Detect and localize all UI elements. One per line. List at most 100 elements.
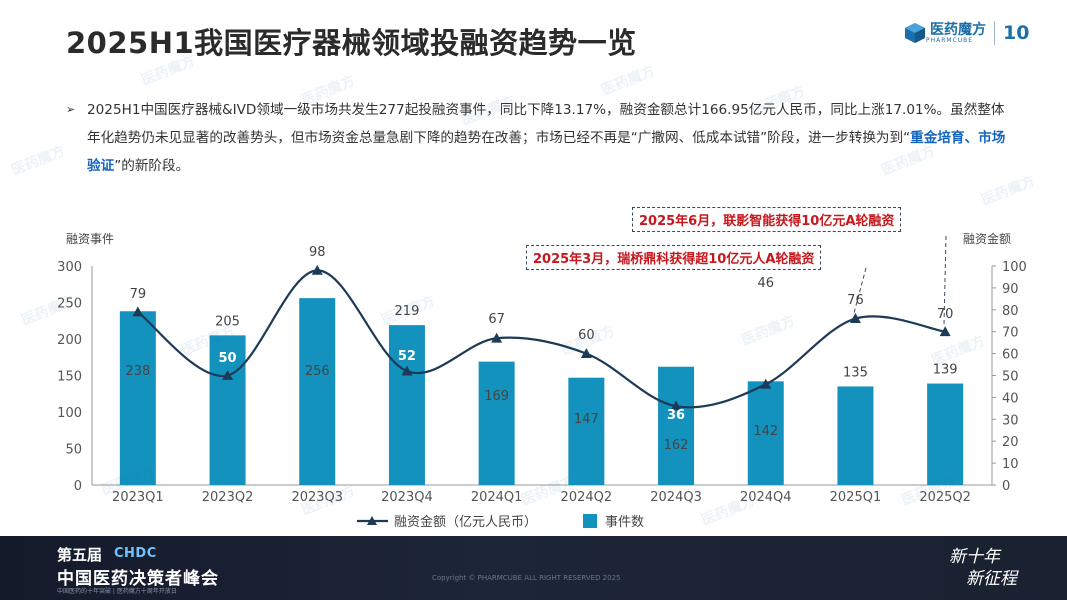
- x-tick-label: 2023Q2: [202, 490, 254, 505]
- legend-bar-swatch: [583, 514, 597, 528]
- y-tick-right: 90: [1002, 282, 1019, 297]
- y-tick-right: 30: [1002, 413, 1019, 428]
- pharmcube-logo: 医药魔方 PHARMCUBE 10: [904, 18, 1029, 48]
- summary-highlight: 重金培育、市场验证: [87, 130, 1006, 174]
- y-tick-right: 40: [1002, 391, 1019, 406]
- bar: [209, 335, 246, 485]
- page-title: 2025H1我国医疗器械领域投融资趋势一览: [66, 26, 637, 60]
- y-tick-right: 70: [1002, 326, 1019, 341]
- line-value-label: 52: [398, 349, 416, 364]
- bar-value-label: 142: [753, 424, 778, 439]
- anniversary-mark: 10: [1003, 22, 1030, 44]
- legend-line-label: 融资金额（亿元人民币）: [394, 514, 537, 530]
- callout-leader-march: [853, 267, 867, 314]
- y-tick-right: 0: [1002, 479, 1010, 494]
- y-tick-left: 200: [57, 333, 82, 348]
- callout-march-2025: 2025年3月，瑞桥鼎科获得超10亿元人A轮融资: [526, 245, 822, 270]
- bar: [658, 366, 695, 485]
- footer-slogan-line2: 新征程: [966, 569, 1017, 589]
- footer-chdc: CHDC: [114, 546, 157, 561]
- x-tick-label: 2024Q3: [650, 490, 702, 505]
- summary-text: 2025H1中国医疗器械&IVD领域一级市场共发生277起投融资事件，同比下降1…: [66, 96, 1016, 180]
- footer-event-name: 中国医药决策者峰会: [57, 569, 219, 589]
- y-tick-left: 300: [57, 260, 82, 275]
- x-tick-label: 2025Q1: [830, 490, 882, 505]
- line-value-label: 46: [757, 276, 774, 291]
- line-point-marker: [401, 365, 413, 376]
- legend-bar-label: 事件数: [605, 515, 644, 530]
- y-tick-left: 50: [65, 443, 82, 458]
- callout-june-2025: 2025年6月，联影智能获得10亿元A轮融资: [632, 207, 902, 232]
- y-tick-right: 50: [1002, 370, 1019, 385]
- logo-name: 医药魔方: [930, 21, 986, 38]
- logo-divider: [994, 21, 995, 45]
- line-value-label: 36: [667, 408, 685, 423]
- cube-logo-icon: [905, 23, 925, 43]
- footer-tagline: 中国医药的十年突破 | 医药魔方十周年开放日: [57, 588, 177, 595]
- summary-part-1: 2025H1中国医疗器械&IVD领域一级市场共发生277起投融资事件，同比下降1…: [87, 102, 1005, 146]
- line-point-marker: [939, 326, 951, 337]
- y-axis-left-title: 融资事件: [66, 232, 114, 246]
- line-point-marker: [760, 378, 772, 389]
- y-tick-right: 60: [1002, 348, 1019, 363]
- financing-trend-chart: 融资事件 融资金额 0 50 100 150 200 250 300 0 10 20 30 40 50 60 7…: [57, 231, 1027, 530]
- bar-value-label: 205: [215, 314, 240, 329]
- bar: [119, 311, 156, 485]
- y-tick-left: 100: [57, 406, 82, 421]
- y-axis-right-title: 融资金额: [963, 231, 1011, 246]
- line-series-path: [137, 269, 946, 409]
- bar-value-label: 219: [395, 304, 420, 319]
- legend-line-marker: [367, 516, 377, 525]
- y-tick-right: 100: [1002, 260, 1027, 275]
- bar-value-label: 147: [574, 412, 599, 427]
- bar-value-label: 135: [843, 365, 868, 380]
- bar: [478, 361, 515, 485]
- line-value-label: 70: [937, 307, 954, 322]
- bar: [837, 386, 874, 485]
- x-tick-label: 2023Q1: [112, 490, 164, 505]
- bar: [927, 383, 964, 485]
- x-tick-label: 2025Q2: [919, 490, 971, 505]
- line-value-label: 67: [488, 312, 505, 327]
- footer-slogan-line1: 新十年: [949, 547, 1000, 567]
- bullet-arrow-icon: ➢: [66, 103, 76, 116]
- bar-value-label: 256: [305, 364, 330, 379]
- footer-banner: 第五届 CHDC 中国医药决策者峰会 中国医药的十年突破 | 医药魔方十周年开放…: [0, 536, 1067, 600]
- line-point-marker: [132, 306, 144, 317]
- callout-leader-june: [943, 235, 947, 326]
- y-tick-right: 20: [1002, 435, 1019, 450]
- bar-value-label: 238: [125, 364, 150, 379]
- bar-value-label: 169: [484, 389, 509, 404]
- line-point-marker: [849, 313, 861, 323]
- x-tick-label: 2023Q4: [381, 490, 433, 505]
- line-value-label: 98: [309, 245, 326, 260]
- y-tick-left: 250: [57, 297, 82, 312]
- bar: [299, 298, 336, 485]
- line-point-marker: [222, 370, 234, 380]
- footer-edition: 第五届: [57, 546, 103, 564]
- y-tick-right: 80: [1002, 304, 1019, 319]
- line-value-label: 60: [578, 328, 595, 343]
- line-point-marker: [580, 348, 592, 358]
- x-tick-label: 2024Q2: [561, 490, 613, 505]
- line-point-marker: [670, 400, 682, 411]
- y-tick-left: 150: [57, 370, 82, 385]
- line-point-marker: [491, 332, 503, 343]
- summary-paragraph: ➢ 2025H1中国医疗器械&IVD领域一级市场共发生277起投融资事件，同比下…: [66, 96, 1016, 180]
- bar: [388, 325, 425, 485]
- x-tick-label: 2024Q4: [740, 490, 792, 505]
- y-tick-left: 0: [74, 479, 82, 494]
- watermark-logo: 医药魔方: [9, 143, 68, 179]
- bar-value-label: 139: [933, 363, 958, 378]
- x-tick-label: 2023Q3: [291, 490, 343, 505]
- line-value-label: 76: [847, 293, 864, 308]
- watermark-logo: 医药魔方: [599, 63, 658, 99]
- summary-part-2: ”的新阶段。: [114, 158, 190, 174]
- bar: [747, 381, 784, 485]
- bar: [568, 377, 605, 485]
- logo-sub: PHARMCUBE: [926, 36, 974, 44]
- logo-wordmark: 医药魔方 PHARMCUBE: [926, 23, 986, 44]
- line-value-label: 79: [130, 287, 147, 302]
- bar-value-label: 162: [664, 438, 689, 453]
- footer-copyright: Copyright © PHARMCUBE ALL RIGHT RESERVED…: [432, 574, 621, 582]
